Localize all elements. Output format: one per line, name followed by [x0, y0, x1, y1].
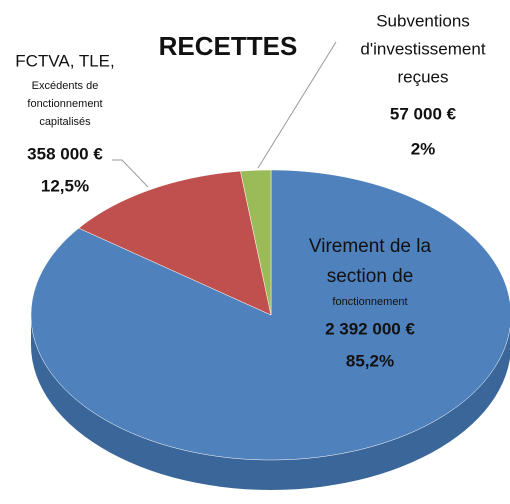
value-label: 57 000 € [390, 104, 457, 123]
slice-label: FCTVA, TLE, [15, 51, 115, 70]
percent-label: 85,2% [346, 351, 394, 370]
percent-label: 12,5% [41, 176, 89, 195]
slice-label: section de [327, 266, 414, 287]
slice-label: Virement de la [309, 236, 432, 257]
percent-label: 2% [411, 139, 436, 158]
slice-sublabel: capitalisés [39, 116, 91, 128]
slice-label: d'investissement [360, 39, 485, 58]
slice-sublabel: fonctionnement [27, 98, 102, 110]
leader-line [257, 41, 337, 169]
slice-sublabel: fonctionnement [332, 296, 407, 308]
leader-line [112, 159, 149, 188]
slice-label: Subventions [376, 11, 470, 30]
value-label: 358 000 € [27, 144, 103, 163]
slice-sublabel: Excédents de [32, 80, 99, 92]
slice-side [31, 315, 510, 490]
slice [78, 170, 272, 316]
slice-label: reçues [397, 67, 448, 86]
pie [30, 169, 510, 490]
value-label: 2 392 000 € [325, 319, 415, 338]
chart-title: RECETTES [159, 31, 298, 61]
slice [240, 169, 272, 316]
